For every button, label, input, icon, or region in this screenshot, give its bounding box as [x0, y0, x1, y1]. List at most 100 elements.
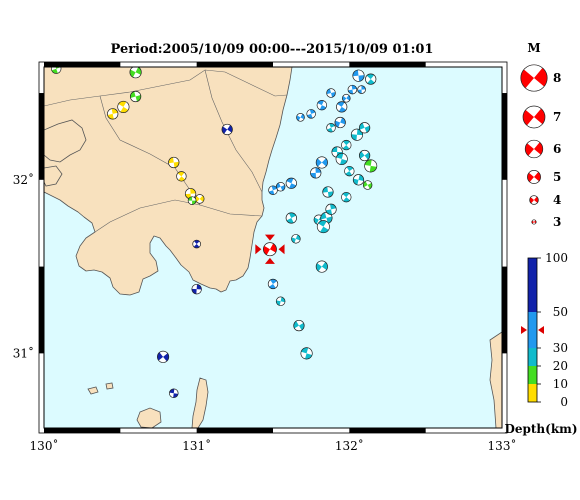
- beachball-dilatation: [276, 182, 285, 192]
- event-beachball: [291, 234, 301, 244]
- lat-tick-label: 31˚: [13, 345, 34, 360]
- event-markers: [51, 67, 378, 399]
- beachball-outline: [192, 239, 201, 249]
- beachball-outline: [107, 108, 119, 120]
- frame-segment-top: [349, 62, 426, 67]
- beachball-dilatation: [523, 64, 545, 92]
- beachball-outline: [285, 212, 297, 224]
- depth-band: [528, 384, 537, 402]
- frame-segment-top: [44, 62, 121, 67]
- beachball-dilatation: [268, 279, 278, 288]
- depth-tick-label: 10: [553, 377, 568, 391]
- beachball-outline: [310, 167, 322, 179]
- event-beachball: [357, 85, 366, 94]
- beachball-dilatation: [188, 196, 197, 205]
- depth-color-scale: 0 10 20 30 50 100 Depth(km): [504, 251, 577, 436]
- depth-tick-label: 0: [560, 395, 568, 409]
- target-arrow-top: [264, 234, 275, 241]
- period-title: Period:2005/10/09 00:00---2015/10/09 01:…: [111, 42, 434, 57]
- legend-magnitude-label: 3: [553, 215, 561, 229]
- prefecture-boundary-north: [44, 69, 288, 107]
- event-beachball: [129, 90, 142, 103]
- frame-segment-right: [502, 93, 507, 180]
- beachball-outline: [352, 174, 365, 186]
- beachball-dilatation: [335, 153, 348, 165]
- beachball-outline: [168, 156, 180, 169]
- beachball-dilatation: [294, 320, 304, 331]
- event-beachball: [157, 350, 170, 363]
- beachball-dilatation: [169, 388, 179, 398]
- beachball-dilatation: [336, 102, 347, 112]
- beachball-dilatation: [527, 140, 541, 158]
- target-arrow-right: [278, 244, 285, 255]
- event-beachball: [364, 159, 378, 173]
- event-beachball: [326, 122, 336, 133]
- beachball-dilatation: [191, 284, 202, 294]
- event-beachball: [315, 260, 328, 273]
- beachball-outline: [531, 219, 537, 225]
- event-beachball: [365, 73, 377, 85]
- beachball-outline: [522, 105, 546, 129]
- beachball-outline: [296, 113, 305, 122]
- beachball-dilatation: [343, 94, 350, 103]
- depth-tick-label: 30: [553, 341, 568, 355]
- event-beachball: [194, 194, 205, 204]
- event-beachball: [267, 278, 279, 290]
- event-beachball: [347, 84, 358, 95]
- beachball-dilatation: [317, 260, 327, 273]
- depth-band: [528, 258, 537, 312]
- land-yakushima-island: [136, 407, 162, 428]
- event-beachball: [336, 101, 348, 113]
- legend-magnitude-label: 6: [553, 142, 561, 156]
- event-beachball: [187, 196, 197, 205]
- beachball-outline: [357, 85, 366, 94]
- frame-segment-bottom: [349, 428, 426, 433]
- beachball-dilatation: [276, 296, 285, 306]
- prefecture-boundary-east: [204, 69, 263, 193]
- beachball-outline: [169, 388, 179, 399]
- beachball-outline: [336, 101, 348, 113]
- event-beachball: [352, 69, 365, 82]
- target-arrow-bottom: [264, 257, 275, 264]
- beachball-dilatation: [326, 123, 336, 132]
- beachball-outline: [275, 296, 286, 307]
- event-beachball: [221, 123, 233, 136]
- beachball-outline: [267, 278, 279, 290]
- event-beachball: [350, 128, 364, 141]
- beachball-dilatation: [310, 167, 322, 179]
- beachball-outline: [364, 159, 378, 173]
- event-beachball: [316, 220, 330, 234]
- event-beachball: [341, 191, 352, 203]
- frame-segment-bottom: [44, 428, 121, 433]
- beachball-outline: [358, 149, 371, 162]
- land-amakusa-island: [44, 119, 87, 163]
- prefecture-boundary-central: [99, 95, 263, 217]
- frame-segment-left: [39, 266, 44, 354]
- land-nagashima-island: [44, 165, 63, 187]
- beachball-dilatation: [300, 347, 313, 359]
- land-kuroshima-islet: [87, 386, 99, 395]
- beachball-outline: [293, 319, 305, 332]
- event-beachball: [129, 67, 142, 79]
- event-beachball: [169, 388, 179, 399]
- event-beachball: [325, 203, 337, 215]
- event-beachball: [117, 100, 130, 113]
- land-iojima-islet: [105, 382, 114, 390]
- event-beachball: [358, 149, 371, 162]
- legend-beachball: [529, 195, 539, 205]
- beachball-dilatation: [530, 195, 538, 205]
- event-beachball: [285, 177, 297, 189]
- event-beachball: [184, 188, 197, 200]
- beachball-outline: [315, 156, 328, 169]
- event-beachball: [191, 283, 202, 295]
- event-beachball: [176, 171, 187, 182]
- legend-magnitude-label: 5: [553, 170, 561, 184]
- event-beachball: [315, 156, 328, 169]
- beachball-dilatation: [341, 193, 352, 201]
- beachball-dilatation: [196, 194, 203, 204]
- beachball-outline: [335, 152, 348, 166]
- beachball-outline: [334, 116, 346, 129]
- beachball-dilatation: [353, 174, 364, 186]
- beachball-dilatation: [357, 85, 366, 94]
